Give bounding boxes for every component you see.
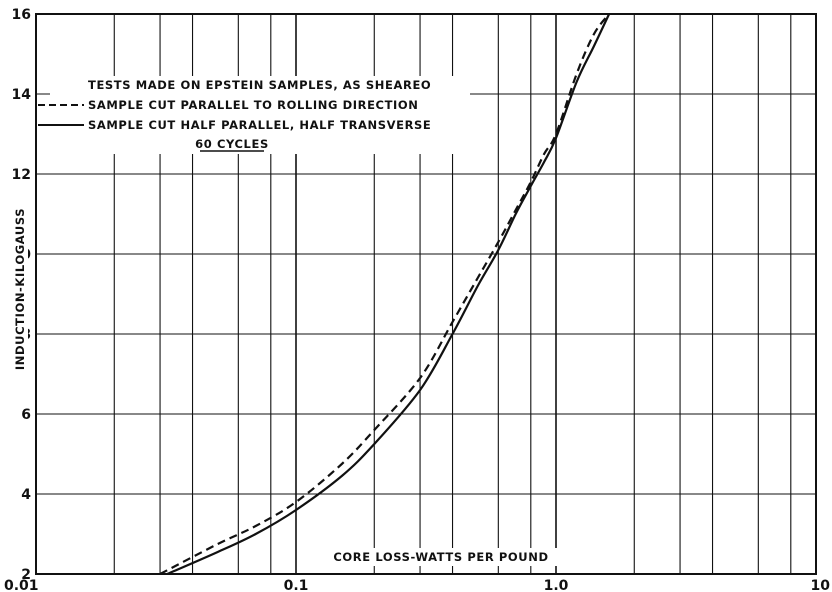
- y-tick-label: 2: [21, 567, 31, 583]
- x-tick-labels: 0.01 0.1 1.0 10: [4, 578, 830, 592]
- legend: TESTS MADE ON EPSTEIN SAMPLES, AS SHEARE…: [38, 76, 470, 154]
- y-tick-label: 16: [12, 7, 31, 23]
- x-tick-label: 10: [811, 578, 831, 592]
- y-axis-label: INDUCTION-KILOGAUSS: [13, 208, 27, 370]
- legend-note: 60 CYCLES: [195, 137, 269, 151]
- y-tick-label: 6: [21, 407, 31, 423]
- series-line-half-transverse: [166, 13, 611, 576]
- legend-title: TESTS MADE ON EPSTEIN SAMPLES, AS SHEARE…: [88, 78, 431, 92]
- legend-label-solid: SAMPLE CUT HALF PARALLEL, HALF TRANSVERS…: [88, 118, 431, 132]
- series-layer: [159, 13, 611, 576]
- y-tick-label: 4: [21, 487, 31, 503]
- y-tick-label: 14: [12, 87, 32, 103]
- x-tick-label: 1.0: [544, 578, 569, 592]
- y-tick-label: 12: [12, 167, 31, 183]
- x-axis-label-background: [322, 548, 560, 566]
- legend-label-dashed: SAMPLE CUT PARALLEL TO ROLLING DIRECTION: [88, 98, 419, 112]
- y-axis-label-background: [10, 208, 28, 364]
- x-axis-label: CORE LOSS-WATTS PER POUND: [333, 550, 548, 564]
- x-tick-label: 0.01: [4, 578, 39, 592]
- plot-frame: [35, 13, 817, 575]
- legend-background: [50, 76, 470, 154]
- x-tick-label: 0.1: [284, 578, 309, 592]
- series-line-parallel: [159, 13, 610, 575]
